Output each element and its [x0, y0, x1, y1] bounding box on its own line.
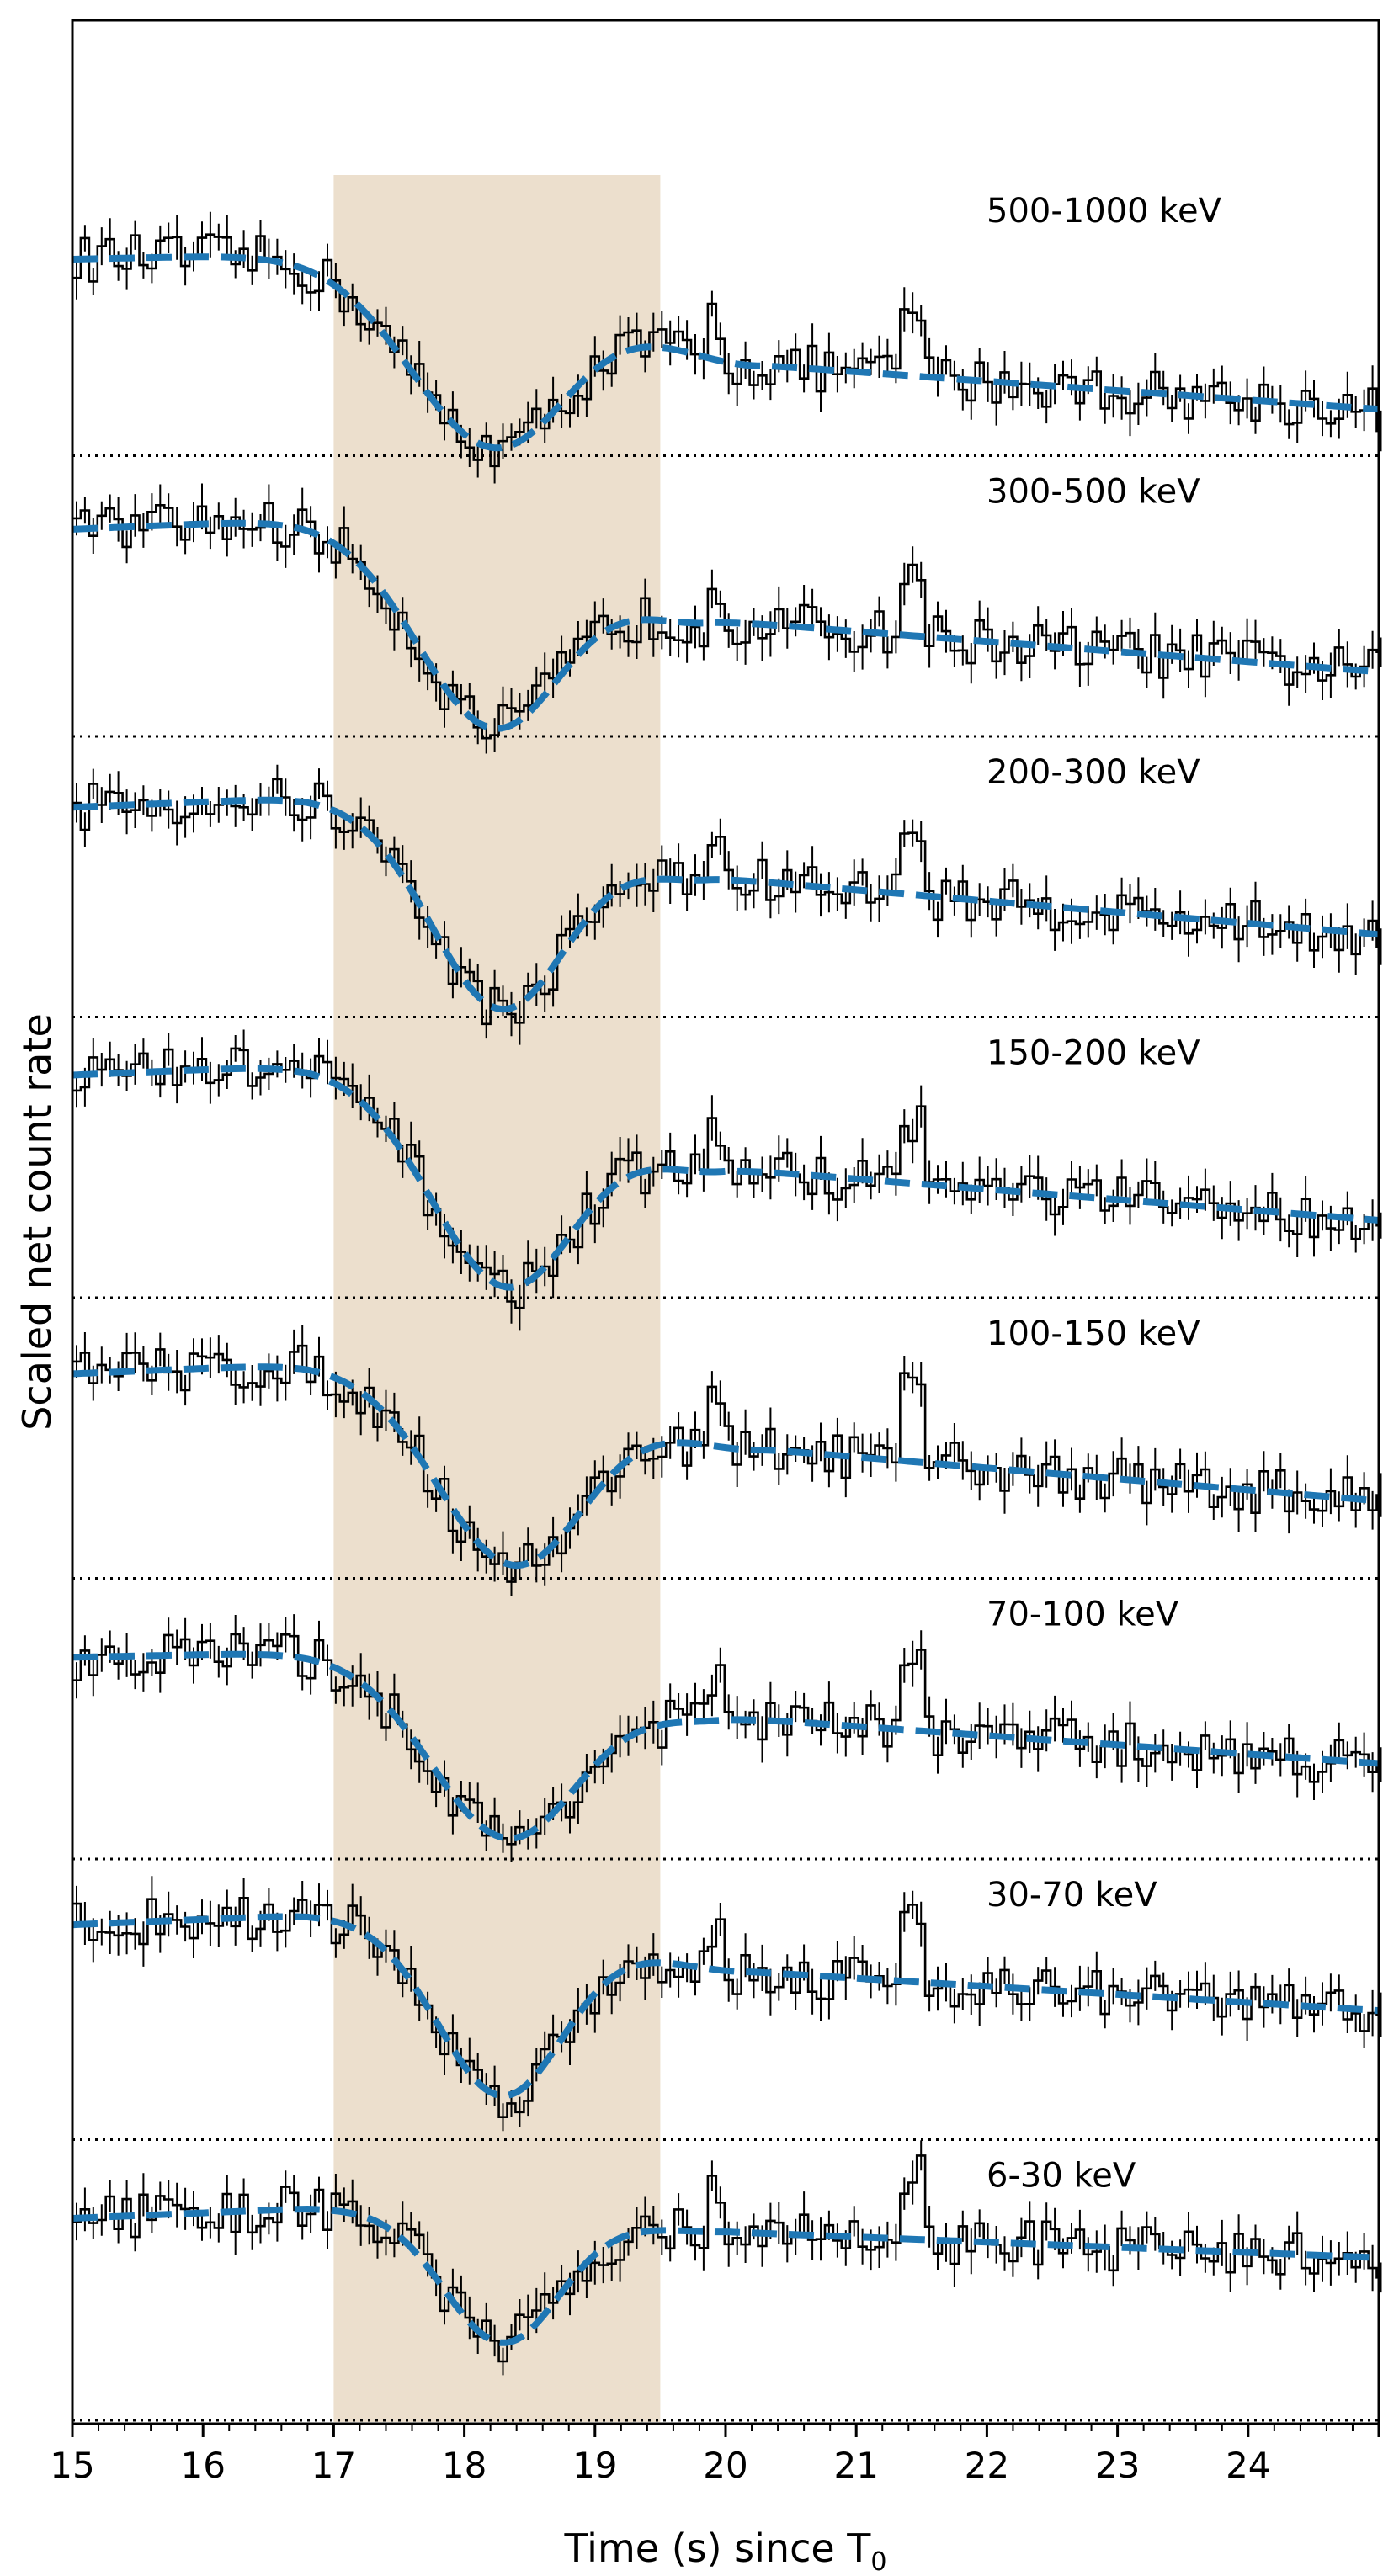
model-curve [72, 253, 1380, 452]
energy-band-label: 100-150 keV [987, 1315, 1200, 1353]
energy-band-label: 30-70 keV [987, 1876, 1157, 1915]
panel-1: 500-1000 keV [72, 192, 1382, 484]
y-axis-title: Scaled net count rate [14, 1013, 60, 1431]
x-tick-label: 18 [442, 2445, 487, 2486]
energy-band-label: 150-200 keV [987, 1034, 1200, 1073]
error-bars [76, 1614, 1382, 1862]
error-bars [76, 764, 1382, 1045]
x-tick-label: 17 [311, 2445, 356, 2486]
energy-band-label: 500-1000 keV [987, 192, 1222, 231]
panel-5: 100-150 keV [72, 1315, 1382, 1596]
panel-8: 6-30 keV [72, 2140, 1382, 2422]
model-curve [72, 1363, 1380, 1570]
energy-band-label: 200-300 keV [987, 753, 1200, 792]
x-tick-label: 21 [833, 2445, 878, 2486]
x-axis: 15 16 17 18 19 20 21 22 23 24 [50, 2424, 1380, 2486]
panel-2: 300-500 keV [72, 473, 1382, 754]
energy-band-label: 70-100 keV [987, 1596, 1179, 1634]
x-axis-title-subscript: 0 [870, 2547, 886, 2576]
x-axis-title: Time (s) since T0 [564, 2526, 887, 2576]
panel-6: 70-100 keV [72, 1596, 1382, 1862]
x-axis-title-main: Time (s) since T [564, 2526, 872, 2571]
model-curve [72, 1650, 1380, 1842]
model-curve [72, 796, 1380, 1013]
error-bars [76, 211, 1382, 484]
model-curve [72, 519, 1380, 732]
x-tick-label: 19 [572, 2445, 617, 2486]
model-curve [72, 1913, 1380, 2100]
x-tick-label: 24 [1226, 2445, 1270, 2486]
panel-3: 200-300 keV [72, 753, 1382, 1045]
model-curve [72, 2205, 1380, 2346]
x-tick-label: 20 [703, 2445, 747, 2486]
energy-band-label: 300-500 keV [987, 473, 1200, 512]
panel-7: 30-70 keV [72, 1876, 1382, 2141]
energy-band-label: 6-30 keV [987, 2157, 1136, 2196]
panel-4: 150-200 keV [72, 1029, 1382, 1331]
panels-group: 500-1000 keV 300-500 keV 200-300 keV 150-20… [72, 192, 1382, 2422]
x-tick-label: 23 [1095, 2445, 1140, 2486]
x-tick-label: 16 [180, 2445, 225, 2486]
x-tick-label: 22 [965, 2445, 1009, 2486]
model-curve [72, 1065, 1380, 1291]
x-tick-label: 15 [50, 2445, 94, 2486]
